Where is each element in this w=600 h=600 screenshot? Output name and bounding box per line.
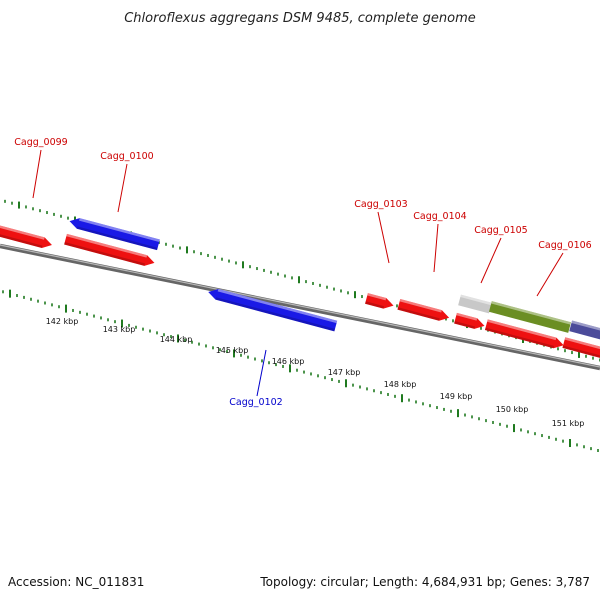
gene-arrow-reverse-body — [69, 218, 160, 251]
gene-leader-line — [256, 349, 267, 397]
gene-arrow-reverse-body — [208, 288, 338, 332]
feature-slate-highlight — [571, 320, 600, 334]
scale-label: 143 kbp — [103, 325, 136, 334]
gene-arrow-forward-highlight — [487, 319, 557, 341]
gene-arrow-forward-shade — [454, 321, 476, 329]
scale-label: 147 kbp — [328, 368, 361, 377]
feature-slate[interactable] — [569, 320, 600, 342]
feature-slate-body — [569, 320, 600, 342]
gene-arrow-forward-highlight — [456, 312, 478, 321]
gene-label[interactable]: Cagg_0105 — [474, 225, 527, 236]
backbone-highlight — [0, 244, 600, 368]
scale-label: 146 kbp — [272, 357, 305, 366]
gene-arrow-reverse-highlight — [217, 288, 338, 324]
gene-arrow-forward[interactable] — [365, 293, 395, 311]
gene-leader-line — [480, 237, 502, 284]
gene-arrow-forward-body — [365, 293, 394, 309]
scale-label: 151 kbp — [552, 419, 585, 428]
gene-arrow-forward-shade — [562, 345, 600, 359]
map-title: Chloroflexus aggregans DSM 9485, complet… — [124, 11, 476, 26]
topology-summary-text: Topology: circular; Length: 4,684,931 bp… — [259, 575, 590, 589]
feature-olive-body — [488, 301, 572, 333]
gene-arrow-forward-body — [484, 319, 564, 349]
gene-leader-line — [377, 211, 390, 264]
accession-text: Accession: NC_011831 — [8, 575, 144, 589]
gene-arrow-forward[interactable] — [454, 312, 486, 331]
gene-arrow-reverse[interactable] — [207, 287, 338, 332]
scale-label: 144 kbp — [160, 335, 193, 344]
gene-label[interactable]: Cagg_0099 — [14, 137, 67, 148]
gene-arrow-forward-highlight — [564, 337, 600, 351]
gene-arrow-forward[interactable] — [0, 223, 53, 251]
gene-arrow-forward-highlight — [0, 223, 45, 240]
gene-arrow-forward-body — [0, 223, 52, 248]
scale-label: 145 kbp — [216, 346, 249, 355]
feature-grey-highlight — [460, 294, 492, 306]
scale-label: 142 kbp — [46, 317, 79, 326]
gene-label[interactable]: Cagg_0104 — [413, 211, 466, 222]
gene-arrow-forward-highlight — [66, 233, 148, 258]
gene-arrow-forward[interactable] — [397, 298, 450, 323]
gene-leader-line — [536, 252, 564, 297]
gene-arrow-forward-shade — [484, 327, 555, 349]
scale-label: 150 kbp — [496, 405, 529, 414]
gene-leader-line — [117, 163, 128, 213]
gene-arrow-forward-shade — [365, 301, 385, 309]
gene-arrow-forward-shade — [397, 307, 440, 321]
gene-arrow-forward[interactable] — [64, 233, 156, 268]
gene-arrow-forward-shade — [64, 242, 145, 266]
feature-grey-body — [458, 294, 492, 314]
gene-arrow-forward[interactable] — [484, 319, 565, 350]
gene-label[interactable]: Cagg_0100 — [100, 151, 153, 162]
scale-label: 148 kbp — [384, 380, 417, 389]
gene-leader-line — [433, 223, 439, 273]
gene-arrow-reverse-highlight — [79, 218, 160, 242]
feature-grey[interactable] — [458, 294, 492, 314]
gene-arrow-reverse-shade — [215, 297, 335, 332]
feature-olive[interactable] — [488, 301, 572, 333]
gene-arrow-reverse[interactable] — [68, 216, 160, 251]
gene-arrow-forward-body — [64, 233, 155, 266]
gene-arrow-reverse-shade — [76, 226, 158, 251]
gene-arrow-forward-body — [397, 298, 450, 321]
label-layer: 142 kbp 143 kbp 144 kbp 145 kbp 146 kbp 147 k… — [14, 137, 591, 428]
feature-olive-highlight — [491, 301, 572, 325]
gene-label[interactable]: Cagg_0103 — [354, 199, 407, 210]
gene-arrow-forward-highlight — [367, 293, 387, 301]
gene-label[interactable]: Cagg_0102 — [229, 397, 282, 408]
gene-arrow-forward[interactable] — [562, 337, 600, 361]
backbone-line — [0, 243, 600, 371]
gene-label[interactable]: Cagg_0106 — [538, 240, 591, 251]
gene-leader-line — [32, 149, 42, 199]
gene-arrow-forward-shade — [0, 231, 43, 248]
feature-layer — [0, 216, 600, 361]
scale-label: 149 kbp — [440, 392, 473, 401]
gene-arrow-forward-body — [454, 312, 485, 329]
gene-arrow-forward-highlight — [399, 298, 442, 313]
